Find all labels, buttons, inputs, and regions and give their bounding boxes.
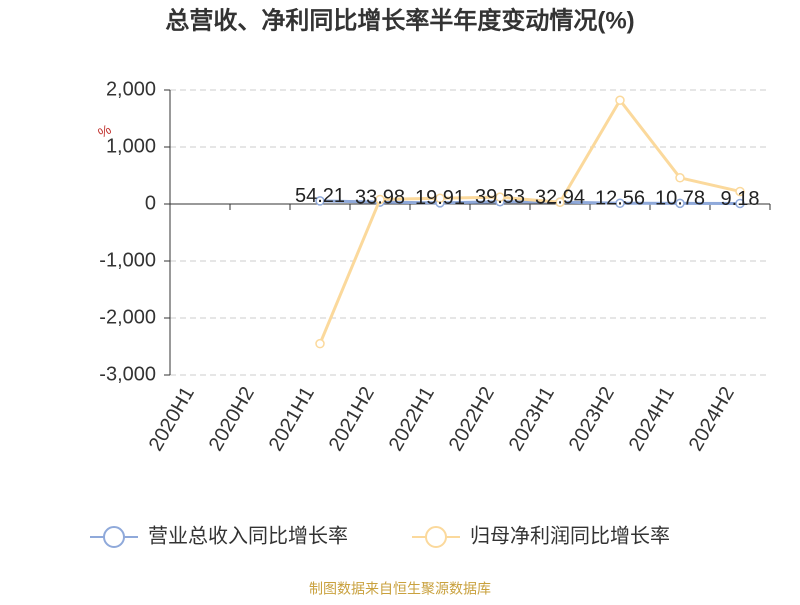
x-tick-label: 2020H1 bbox=[145, 383, 199, 455]
x-tick-label: 2022H1 bbox=[385, 383, 439, 455]
series-line bbox=[319, 199, 741, 205]
series-line bbox=[318, 97, 741, 345]
data-label: 54.21 bbox=[295, 185, 345, 207]
data-point bbox=[675, 173, 685, 183]
data-point bbox=[435, 193, 445, 204]
data-point bbox=[315, 196, 325, 206]
y-tick-label: -2,000 bbox=[99, 306, 156, 328]
legend-marker bbox=[103, 526, 125, 548]
data-point bbox=[735, 186, 745, 197]
data-label: 19.91 bbox=[415, 187, 465, 209]
y-tick-label: 1,000 bbox=[106, 135, 156, 157]
data-point bbox=[675, 198, 685, 209]
x-tick-label: 2024H2 bbox=[685, 383, 739, 455]
source-note: 制图数据来自恒生聚源数据库 bbox=[309, 581, 491, 597]
y-tick-label: -3,000 bbox=[99, 363, 156, 385]
y-tick-label: 0 bbox=[145, 192, 156, 214]
x-tick-label: 2023H2 bbox=[565, 383, 619, 455]
data-point bbox=[555, 197, 565, 208]
data-point bbox=[735, 198, 745, 209]
x-tick-label: 2023H1 bbox=[505, 383, 559, 455]
data-label: 33.98 bbox=[355, 186, 405, 208]
data-point bbox=[615, 198, 625, 209]
data-label: 12.56 bbox=[595, 188, 645, 210]
legend-label: 营业总收入同比增长率 bbox=[148, 524, 348, 547]
data-label: 32.94 bbox=[535, 186, 585, 208]
x-tick-label: 2021H2 bbox=[325, 383, 379, 455]
data-label: 9.18 bbox=[721, 188, 760, 210]
x-tick-label: 2021H1 bbox=[265, 383, 319, 455]
x-tick-label: 2020H2 bbox=[205, 383, 259, 455]
x-tick-label: 2022H2 bbox=[445, 383, 499, 455]
data-point bbox=[615, 95, 625, 106]
chart-title: 总营收、净利同比增长率半年度变动情况(%) bbox=[165, 6, 634, 34]
data-point bbox=[495, 192, 505, 202]
data-label: 10.78 bbox=[655, 188, 705, 210]
y-tick-label: -1,000 bbox=[99, 249, 156, 271]
data-point bbox=[375, 194, 385, 205]
data-label: 39.53 bbox=[475, 186, 525, 208]
y-tick-label: 2,000 bbox=[106, 78, 156, 100]
legend-label: 归母净利润同比增长率 bbox=[470, 524, 670, 547]
data-point bbox=[315, 338, 325, 349]
legend-marker bbox=[425, 526, 447, 548]
x-tick-label: 2024H1 bbox=[625, 383, 679, 455]
